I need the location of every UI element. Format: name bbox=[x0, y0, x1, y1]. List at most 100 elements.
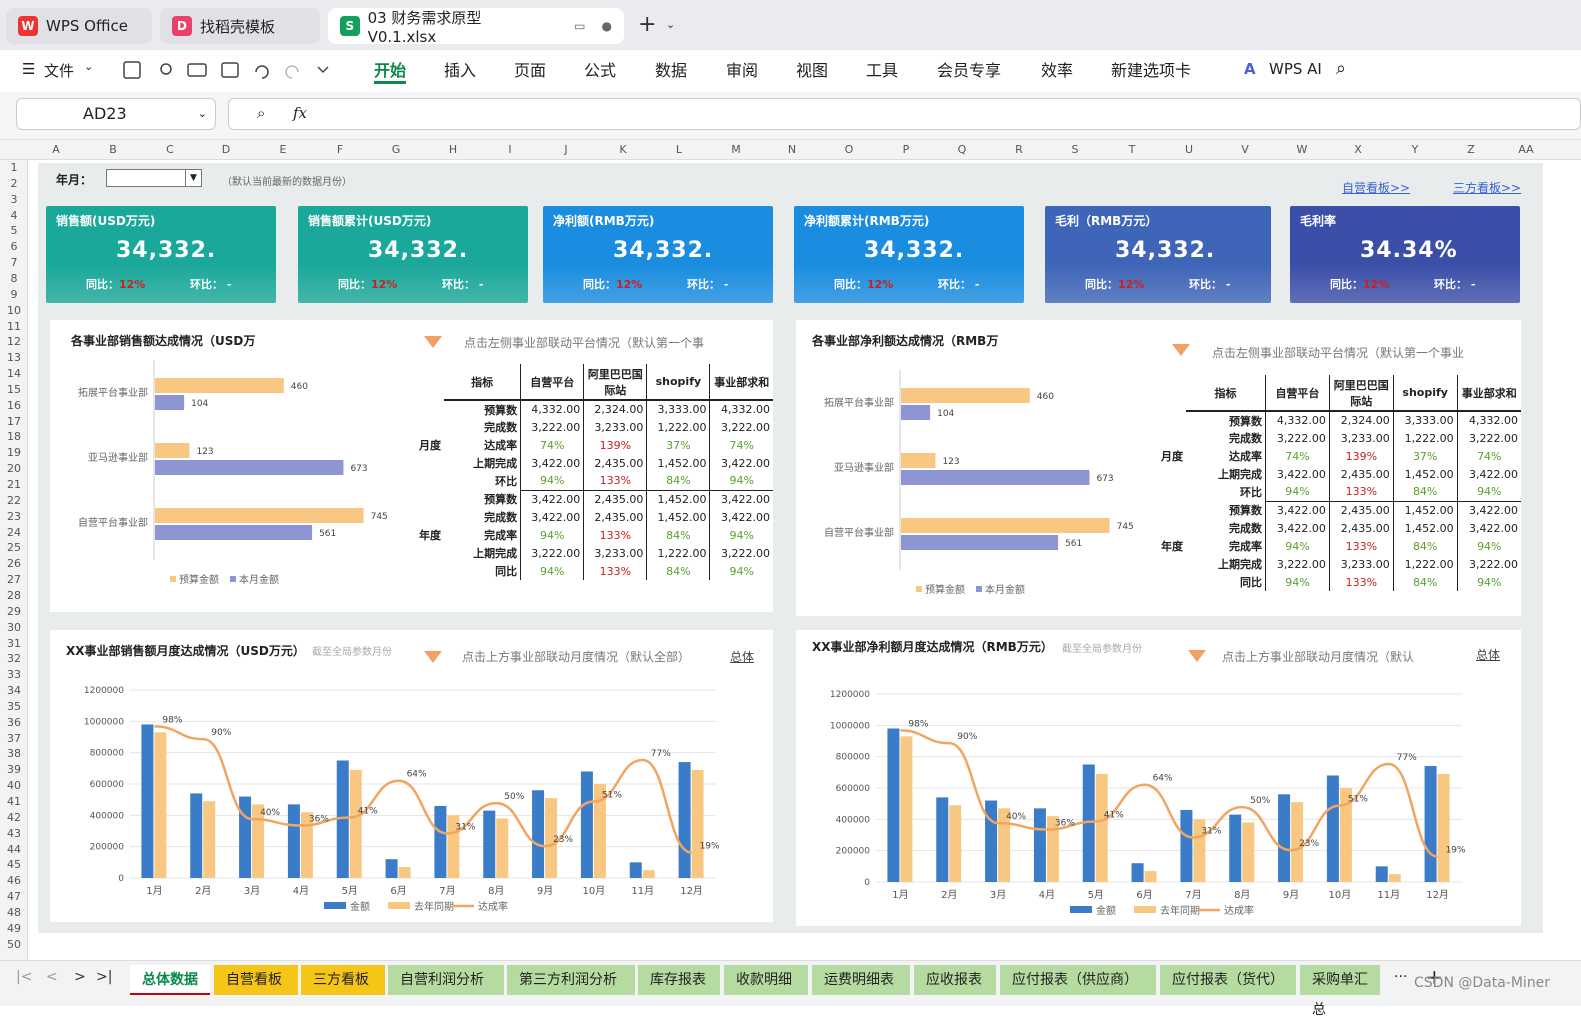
chevron-down-icon[interactable]: ⌄ bbox=[197, 107, 207, 120]
more-sheets-icon[interactable]: ··· bbox=[1394, 969, 1408, 985]
window-tab-docer[interactable]: D 找稻壳模板 bbox=[160, 8, 320, 44]
column-header[interactable]: O bbox=[844, 143, 854, 156]
column-header[interactable]: X bbox=[1354, 143, 1362, 156]
row-header[interactable]: 25 bbox=[7, 541, 21, 555]
next-sheet-icon[interactable]: > bbox=[74, 969, 86, 985]
column-header[interactable]: W bbox=[1296, 143, 1308, 156]
row-header[interactable]: 8 bbox=[10, 271, 18, 285]
row-header[interactable]: 17 bbox=[7, 414, 21, 428]
column-header[interactable]: U bbox=[1184, 143, 1194, 156]
row-header[interactable]: 26 bbox=[7, 557, 21, 571]
row-header[interactable]: 38 bbox=[7, 747, 21, 761]
row-header[interactable]: 23 bbox=[7, 509, 21, 523]
row-header[interactable]: 11 bbox=[7, 319, 21, 333]
last-sheet-icon[interactable]: >| bbox=[96, 969, 113, 985]
first-sheet-icon[interactable]: |< bbox=[16, 969, 33, 985]
row-header[interactable]: 18 bbox=[7, 430, 21, 444]
sheet-tab[interactable]: 应付报表（供应商） bbox=[1000, 965, 1156, 995]
row-header[interactable]: 31 bbox=[7, 636, 21, 650]
column-header[interactable]: Z bbox=[1467, 143, 1475, 156]
sheet-tab[interactable]: 采购单汇总 bbox=[1300, 965, 1380, 1018]
row-header[interactable]: 50 bbox=[7, 937, 21, 951]
monitor-icon[interactable]: ▭ bbox=[574, 19, 586, 33]
row-header[interactable]: 34 bbox=[7, 684, 21, 698]
row-header[interactable]: 10 bbox=[7, 303, 21, 317]
sales-hbar-chart[interactable]: 拓展平台事业部 460 104 亚马逊事业部 123 673 自营平台事业部 745 561 预算… bbox=[50, 350, 410, 610]
sheet-tab[interactable]: 应收报表 bbox=[914, 965, 996, 995]
column-header[interactable]: N bbox=[787, 143, 797, 156]
row-header[interactable]: 40 bbox=[7, 779, 21, 793]
column-header[interactable]: Q bbox=[957, 143, 967, 156]
row-header[interactable]: 37 bbox=[7, 731, 21, 745]
window-tab-wps-office[interactable]: W WPS Office bbox=[6, 8, 152, 44]
unsaved-dot-icon[interactable]: ● bbox=[601, 19, 612, 33]
hamburger-icon[interactable]: ☰ bbox=[22, 60, 36, 78]
total-link[interactable]: 总体 bbox=[1476, 648, 1501, 662]
column-header[interactable]: E bbox=[279, 143, 287, 156]
row-header[interactable]: 49 bbox=[7, 921, 21, 935]
row-header[interactable]: 28 bbox=[7, 588, 21, 602]
profit-hbar-chart[interactable]: 拓展平台事业部 460 104 亚马逊事业部 123 673 自营平台事业部 745 561 预算… bbox=[796, 360, 1156, 616]
row-header[interactable]: 32 bbox=[7, 652, 21, 666]
fx-icon[interactable]: fx bbox=[293, 104, 308, 122]
kpi-card[interactable]: 毛利率 34.34% 同比：12% 环比： - bbox=[1290, 206, 1520, 303]
column-header[interactable]: L bbox=[675, 143, 683, 156]
month-select[interactable]: ▼ bbox=[106, 169, 202, 187]
new-tab-plus-icon[interactable]: + bbox=[638, 12, 657, 37]
column-header[interactable]: J bbox=[564, 143, 568, 156]
menu-view[interactable]: 视图 bbox=[796, 61, 829, 80]
column-header[interactable]: Y bbox=[1411, 143, 1419, 156]
window-tab-xlsx[interactable]: S 03 财务需求原型V0.1.xlsx ▭ ● bbox=[328, 8, 624, 46]
name-box[interactable]: AD23 ⌄ bbox=[16, 98, 216, 130]
row-header[interactable]: 9 bbox=[10, 287, 18, 301]
column-header[interactable]: C bbox=[166, 143, 174, 156]
sheet-tab[interactable]: 自营利润分析 bbox=[388, 965, 504, 995]
row-header[interactable]: 20 bbox=[7, 462, 21, 476]
row-header[interactable]: 44 bbox=[7, 842, 21, 856]
column-header[interactable]: I bbox=[508, 143, 512, 156]
menu-new-tab[interactable]: 新建选项卡 bbox=[1111, 61, 1192, 80]
row-header[interactable]: 21 bbox=[7, 478, 21, 491]
menu-insert[interactable]: 插入 bbox=[444, 61, 477, 80]
menu-page[interactable]: 页面 bbox=[514, 61, 547, 80]
column-header[interactable]: P bbox=[902, 143, 910, 156]
sheet-tab[interactable]: 库存报表 bbox=[638, 965, 720, 995]
row-header[interactable]: 29 bbox=[7, 604, 21, 618]
row-header[interactable]: 14 bbox=[7, 367, 21, 381]
row-header[interactable]: 48 bbox=[7, 905, 21, 919]
menu-data[interactable]: 数据 bbox=[655, 61, 688, 80]
sheet-tab[interactable]: 总体数据 bbox=[130, 965, 210, 995]
file-menu[interactable]: 文件 bbox=[44, 62, 75, 80]
menu-tools[interactable]: 工具 bbox=[866, 61, 899, 80]
chevron-down-icon[interactable]: ⌄ bbox=[666, 18, 676, 31]
prev-sheet-icon[interactable]: < bbox=[46, 969, 58, 985]
row-header[interactable]: 47 bbox=[7, 890, 21, 904]
sheet-tab[interactable]: 收款明细 bbox=[724, 965, 808, 995]
column-header[interactable]: A bbox=[52, 143, 60, 156]
column-header[interactable]: R bbox=[1015, 143, 1023, 156]
row-header[interactable]: 1 bbox=[10, 161, 18, 174]
row-header[interactable]: 6 bbox=[10, 240, 18, 254]
row-header[interactable]: 45 bbox=[7, 858, 21, 872]
row-header[interactable]: 46 bbox=[7, 874, 21, 888]
sheet-tab[interactable]: 自营看板 bbox=[214, 965, 298, 995]
monthly-profit-chart[interactable]: 0 200000 400000 600000 800000 1000000 1200000 1… bbox=[796, 674, 1521, 924]
column-header[interactable]: AA bbox=[1518, 143, 1534, 156]
row-header[interactable]: 33 bbox=[7, 668, 21, 682]
total-link[interactable]: 总体 bbox=[730, 650, 755, 664]
column-header[interactable]: H bbox=[448, 143, 458, 156]
row-header[interactable]: 13 bbox=[7, 351, 21, 365]
monthly-sales-chart[interactable]: 0 200000 400000 600000 800000 1000000 1200000 1… bbox=[50, 670, 773, 920]
column-header[interactable]: D bbox=[221, 143, 231, 156]
menu-home[interactable]: 开始 bbox=[374, 58, 407, 84]
row-header[interactable]: 24 bbox=[7, 525, 21, 539]
row-header[interactable]: 4 bbox=[10, 208, 18, 222]
sheet-tab[interactable]: 三方看板 bbox=[301, 965, 385, 995]
row-header[interactable]: 19 bbox=[7, 446, 21, 460]
row-header[interactable]: 5 bbox=[10, 224, 18, 238]
kpi-card[interactable]: 销售额(USD万元) 34,332. 同比：12% 环比： - bbox=[46, 206, 276, 303]
wps-ai-button[interactable]: WPS AI bbox=[1269, 60, 1322, 78]
column-header[interactable]: S bbox=[1071, 143, 1079, 156]
menu-review[interactable]: 审阅 bbox=[726, 61, 759, 80]
column-header[interactable]: B bbox=[109, 143, 117, 156]
